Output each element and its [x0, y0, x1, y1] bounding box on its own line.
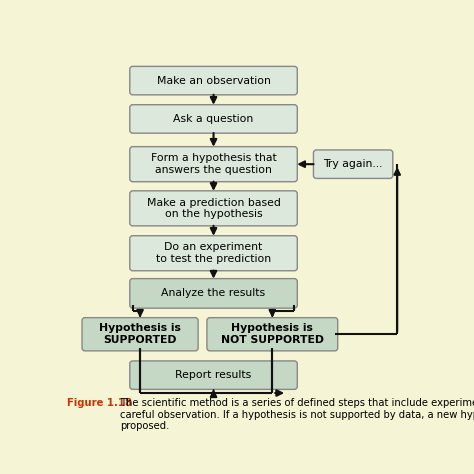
FancyBboxPatch shape [130, 66, 297, 95]
Text: Hypothesis is
SUPPORTED: Hypothesis is SUPPORTED [99, 323, 181, 345]
Text: Make an observation: Make an observation [156, 76, 271, 86]
FancyBboxPatch shape [313, 150, 393, 178]
FancyBboxPatch shape [130, 105, 297, 133]
FancyBboxPatch shape [130, 191, 297, 226]
FancyBboxPatch shape [130, 146, 297, 182]
FancyBboxPatch shape [130, 236, 297, 271]
Text: Make a prediction based
on the hypothesis: Make a prediction based on the hypothesi… [146, 198, 281, 219]
FancyBboxPatch shape [82, 318, 198, 351]
Text: Figure 1.18: Figure 1.18 [66, 398, 132, 408]
Text: Analyze the results: Analyze the results [162, 288, 265, 299]
Text: Hypothesis is
NOT SUPPORTED: Hypothesis is NOT SUPPORTED [221, 323, 324, 345]
Text: Form a hypothesis that
answers the question: Form a hypothesis that answers the quest… [151, 154, 276, 175]
Text: Ask a question: Ask a question [173, 114, 254, 124]
FancyBboxPatch shape [130, 361, 297, 389]
FancyBboxPatch shape [207, 318, 337, 351]
Text: Do an experiment
to test the prediction: Do an experiment to test the prediction [156, 242, 271, 264]
FancyBboxPatch shape [130, 279, 297, 308]
Text: Report results: Report results [175, 370, 252, 380]
Text: Try again...: Try again... [323, 159, 383, 169]
Text: The scientific method is a series of defined steps that include experiments and
: The scientific method is a series of def… [120, 398, 474, 431]
